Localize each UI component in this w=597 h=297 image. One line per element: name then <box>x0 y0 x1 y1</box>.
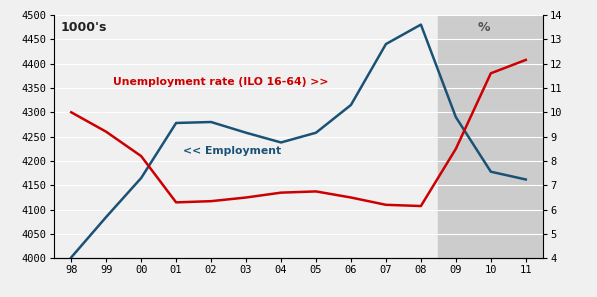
Text: 1000's: 1000's <box>61 21 107 34</box>
Text: %: % <box>478 21 490 34</box>
Bar <box>438 15 543 258</box>
Text: << Employment: << Employment <box>183 146 281 156</box>
Text: Unemployment rate (ILO 16-64) >>: Unemployment rate (ILO 16-64) >> <box>113 78 329 88</box>
